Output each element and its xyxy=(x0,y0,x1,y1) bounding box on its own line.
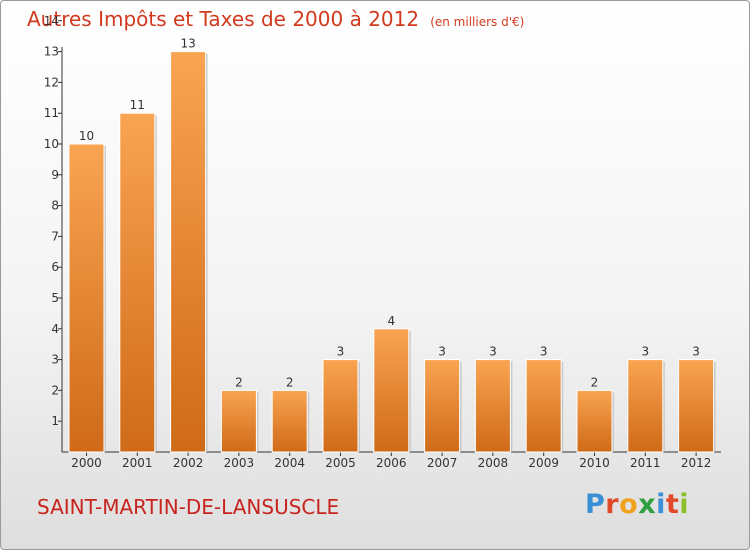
x-tick-label-2009: 2009 xyxy=(528,456,559,470)
logo-letter: r xyxy=(605,489,620,520)
x-tick-label-2011: 2011 xyxy=(630,456,661,470)
proxiti-logo: Proxiti xyxy=(585,489,689,520)
x-tick-label-2000: 2000 xyxy=(71,456,102,470)
x-tick-label-2005: 2005 xyxy=(325,456,356,470)
y-tick-label: 9 xyxy=(51,168,59,182)
bar-2008 xyxy=(474,359,511,453)
y-tick-label: 4 xyxy=(51,322,59,336)
y-tick-label: 13 xyxy=(44,45,59,59)
logo-letter: i xyxy=(656,489,666,520)
data-label-2007: 3 xyxy=(438,345,446,359)
data-label-2000: 10 xyxy=(79,129,94,143)
data-label-2010: 2 xyxy=(591,375,599,389)
bar-2006 xyxy=(373,328,410,453)
data-label-2008: 3 xyxy=(489,345,497,359)
data-label-2004: 2 xyxy=(286,375,294,389)
bar-2011 xyxy=(627,359,664,453)
data-label-2001: 11 xyxy=(130,98,145,112)
data-label-2011: 3 xyxy=(641,345,649,359)
y-tick-label: 5 xyxy=(51,291,59,305)
y-tick-label: 1 xyxy=(51,414,59,428)
chart-title: Autres Impôts et Taxes de 2000 à 2012 xyxy=(27,7,420,31)
logo-letter: t xyxy=(665,489,680,520)
chart-unit: (en milliers d'€) xyxy=(430,15,525,29)
data-label-2012: 3 xyxy=(692,345,700,359)
y-tick-label: 2 xyxy=(51,383,59,397)
y-tick-label: 7 xyxy=(51,229,59,243)
bar-2004 xyxy=(271,389,308,453)
x-tick-label-2007: 2007 xyxy=(427,456,458,470)
bar-2000 xyxy=(68,143,105,453)
y-tick-label: 8 xyxy=(51,199,59,213)
x-tick-label-2010: 2010 xyxy=(579,456,610,470)
y-tick-label: 14 xyxy=(44,14,59,28)
logo-letter: o xyxy=(619,489,639,520)
y-tick-label: 3 xyxy=(51,353,59,367)
x-tick-label-2012: 2012 xyxy=(681,456,712,470)
data-label-2009: 3 xyxy=(540,345,548,359)
title-row: Autres Impôts et Taxes de 2000 à 2012 (e… xyxy=(27,7,524,31)
bar-2009 xyxy=(525,359,562,453)
x-tick-label-2008: 2008 xyxy=(478,456,509,470)
x-tick-label-2003: 2003 xyxy=(224,456,255,470)
x-tick-label-2004: 2004 xyxy=(274,456,305,470)
x-tick-label-2002: 2002 xyxy=(173,456,204,470)
data-label-2005: 3 xyxy=(337,345,345,359)
y-tick-label: 6 xyxy=(51,260,59,274)
commune-name: SAINT-MARTIN-DE-LANSUSCLE xyxy=(37,495,340,519)
y-tick-label: 11 xyxy=(44,106,59,120)
logo-letter: P xyxy=(585,489,606,520)
x-tick-label-2001: 2001 xyxy=(122,456,153,470)
data-label-2002: 13 xyxy=(180,37,195,51)
bar-2002 xyxy=(170,51,207,453)
bar-2005 xyxy=(322,359,359,453)
x-tick-label-2006: 2006 xyxy=(376,456,407,470)
y-tick-label: 10 xyxy=(44,137,59,151)
bar-2012 xyxy=(678,359,715,453)
bar-2010 xyxy=(576,389,613,453)
bar-2001 xyxy=(119,112,156,453)
data-label-2006: 4 xyxy=(387,314,395,328)
logo-letter: x xyxy=(638,489,657,520)
bar-2007 xyxy=(424,359,461,453)
y-tick-label: 12 xyxy=(44,75,59,89)
data-label-2003: 2 xyxy=(235,375,243,389)
logo-letter: i xyxy=(679,489,690,520)
bar-2003 xyxy=(220,389,257,453)
